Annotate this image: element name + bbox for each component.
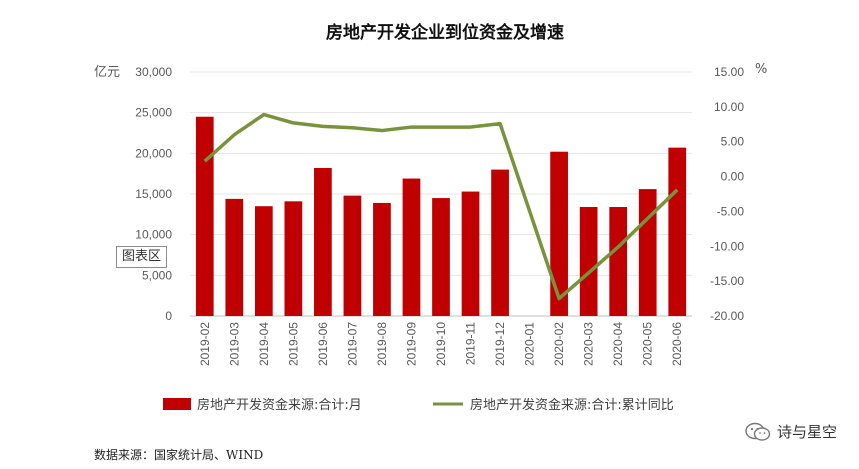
x-tick-label: 2019-12	[493, 322, 507, 366]
bar-series	[195, 116, 687, 316]
bar	[343, 195, 362, 316]
x-axis-ticks: 2019-02 2019-03 2019-04 2019-05 2019-06 2019-…	[198, 322, 684, 366]
x-tick-label: 2019-10	[434, 322, 448, 366]
legend-bar-swatch	[163, 398, 191, 410]
x-tick-label: 2020-05	[641, 322, 655, 366]
bar	[579, 207, 598, 316]
right-tick-label: -20.00	[710, 309, 744, 323]
left-tick-label: 30,000	[135, 65, 172, 79]
bar	[550, 151, 568, 316]
right-axis-unit: %	[755, 62, 767, 77]
wechat-icon	[745, 422, 771, 441]
x-tick-label: 2020-01	[523, 322, 537, 366]
x-tick-label: 2019-08	[375, 322, 389, 366]
x-tick-label: 2020-06	[670, 322, 684, 366]
bar	[491, 169, 509, 316]
bar	[284, 201, 303, 316]
right-tick-label: 0.00	[721, 170, 745, 184]
left-tick-label: 5,000	[142, 268, 172, 282]
x-tick-label: 2020-02	[552, 322, 566, 366]
x-tick-label: 2019-09	[404, 322, 418, 366]
x-tick-label: 2019-11	[464, 322, 478, 365]
x-tick-label: 2020-03	[582, 322, 596, 366]
right-tick-label: -10.00	[710, 239, 744, 253]
right-tick-label: -5.00	[717, 204, 745, 218]
bar	[254, 206, 273, 316]
bar	[225, 198, 244, 316]
watermark: 诗与星空	[745, 421, 837, 442]
bar	[314, 167, 332, 316]
bar	[432, 198, 450, 316]
series-line	[203, 112, 679, 301]
x-tick-label: 2019-02	[198, 322, 212, 366]
left-tick-label: 10,000	[135, 228, 172, 242]
bar	[668, 147, 687, 316]
bar	[402, 178, 421, 316]
right-tick-label: 15.00	[714, 65, 744, 79]
x-tick-label: 2019-03	[227, 322, 241, 366]
bar	[461, 191, 480, 316]
watermark-text: 诗与星空	[776, 423, 837, 441]
bar	[195, 116, 214, 316]
legend: 房地产开发资金来源:合计:月 房地产开发资金来源:合计:累计同比	[163, 397, 674, 413]
left-tick-label: 20,000	[135, 146, 172, 160]
left-axis-ticks: 0 5,000 10,000 15,000 20,000 25,000 30,000	[135, 65, 172, 323]
bar	[609, 207, 628, 316]
source-note: 数据来源：国家统计局、WIND	[94, 447, 263, 462]
chart-title: 房地产开发企业到位资金及增速	[326, 22, 564, 43]
left-tick-label: 0	[165, 309, 172, 323]
right-tick-label: -15.00	[710, 274, 744, 288]
legend-line-label: 房地产开发资金来源:合计:累计同比	[470, 397, 674, 413]
x-tick-label: 2019-05	[286, 322, 300, 366]
line-series	[203, 112, 679, 301]
chart-area-tooltip: 图表区	[116, 246, 168, 268]
bar	[638, 189, 657, 316]
bar	[373, 202, 391, 316]
x-tick-label: 2019-07	[345, 322, 359, 366]
x-tick-label: 2019-04	[257, 322, 271, 366]
left-axis-unit: 亿元	[94, 65, 120, 80]
right-axis-ticks: -20.00 -15.00 -10.00 -5.00 0.00 5.00 10.00 15.0…	[710, 65, 744, 323]
x-tick-label: 2020-04	[611, 322, 625, 366]
x-tick-label: 2019-06	[316, 322, 330, 366]
left-tick-label: 15,000	[135, 187, 172, 201]
right-tick-label: 5.00	[721, 135, 745, 149]
left-tick-label: 25,000	[135, 106, 172, 120]
right-tick-label: 10.00	[714, 100, 744, 114]
legend-bar-label: 房地产开发资金来源:合计:月	[197, 397, 362, 413]
